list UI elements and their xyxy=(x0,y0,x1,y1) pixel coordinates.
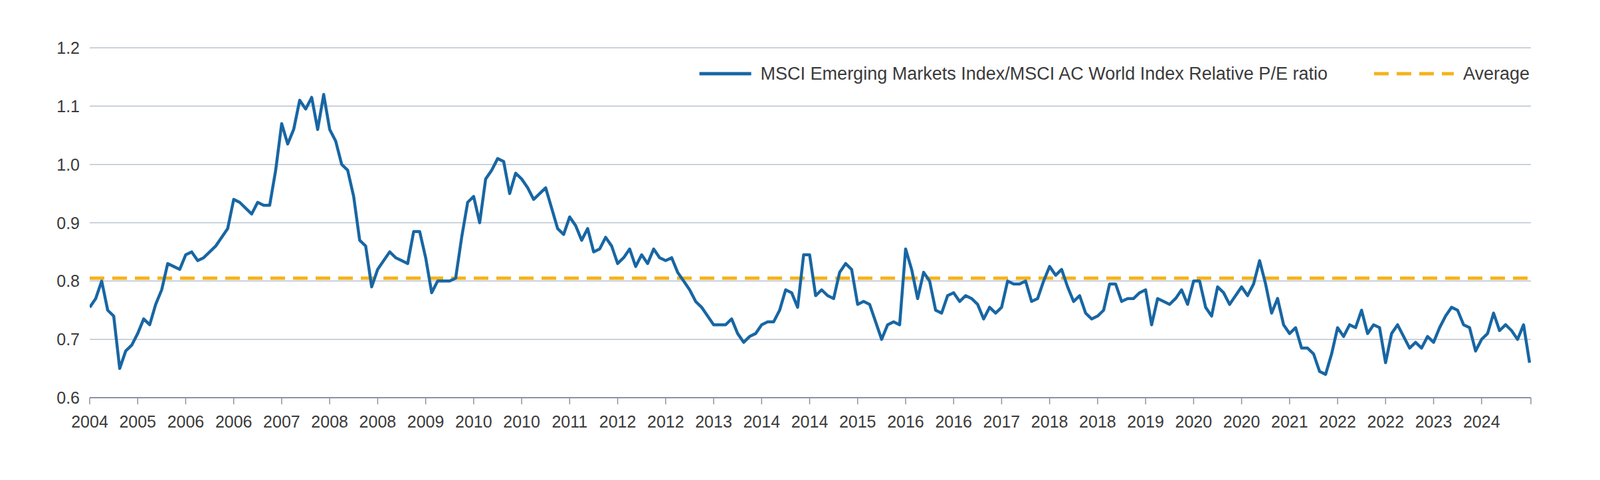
x-tick-label: 2012 xyxy=(599,412,637,432)
grid-line xyxy=(89,397,1531,399)
x-tick xyxy=(809,398,811,405)
legend-label: MSCI Emerging Markets Index/MSCI AC Worl… xyxy=(760,63,1328,84)
x-tick-label: 2018 xyxy=(1031,412,1069,432)
x-tick xyxy=(1336,398,1339,405)
x-tick xyxy=(89,398,91,405)
x-tick xyxy=(233,398,235,405)
x-tick-label: 2020 xyxy=(1223,412,1261,432)
x-tick xyxy=(1097,398,1099,405)
grid-line xyxy=(89,47,1531,49)
x-tick-label: 2023 xyxy=(1415,412,1453,432)
x-tick xyxy=(1049,398,1051,405)
x-tick xyxy=(952,398,955,405)
x-tick xyxy=(425,398,427,405)
x-tick xyxy=(1001,398,1003,405)
x-tick xyxy=(761,398,763,405)
x-tick-label: 2013 xyxy=(695,412,733,432)
x-tick-label: 2006 xyxy=(215,412,253,432)
x-tick-label: 2022 xyxy=(1318,412,1357,432)
x-tick-label: 2014 xyxy=(742,412,781,432)
x-tick xyxy=(185,398,187,405)
x-tick-label: 2021 xyxy=(1271,412,1309,432)
x-tick xyxy=(281,398,283,405)
legend-label: Average xyxy=(1463,63,1530,84)
x-tick xyxy=(712,398,715,405)
grid-line xyxy=(89,164,1531,166)
x-tick xyxy=(136,398,139,405)
x-tick-label: 2016 xyxy=(887,412,925,432)
x-tick xyxy=(904,398,907,405)
x-tick-label: 2012 xyxy=(647,412,685,432)
x-tick-label: 2022 xyxy=(1366,412,1404,432)
x-tick-end xyxy=(1530,398,1532,405)
x-tick-label: 2010 xyxy=(502,412,541,432)
y-tick-label: 0.7 xyxy=(56,330,80,349)
x-tick-label: 2014 xyxy=(791,412,829,432)
x-tick-label: 2017 xyxy=(983,412,1021,432)
x-tick-label: 2020 xyxy=(1175,412,1213,432)
y-tick-label: 0.8 xyxy=(56,271,80,291)
x-tick xyxy=(857,398,859,405)
x-axis xyxy=(89,397,1531,399)
y-tick-label: 1.1 xyxy=(56,97,80,116)
x-tick xyxy=(1144,398,1147,405)
x-tick xyxy=(1289,398,1291,405)
x-tick xyxy=(617,398,619,405)
y-tick-label: 0.6 xyxy=(56,388,80,408)
chart: 0.6 0.7 0.8 0.9 1.0 1.1 1.2 2004 2005 2006 2006 200… xyxy=(0,0,1600,480)
plot-area xyxy=(89,94,1531,375)
x-tick xyxy=(1193,398,1195,405)
grid-line xyxy=(89,222,1531,224)
x-tick-label: 2015 xyxy=(839,412,877,432)
x-tick-label: 2008 xyxy=(310,412,349,432)
y-tick-label: 1.0 xyxy=(56,155,80,175)
x-tick-label: 2004 xyxy=(71,412,109,432)
x-tick xyxy=(377,398,379,405)
grid-line xyxy=(89,338,1531,341)
average-line xyxy=(89,276,1531,280)
x-tick-label: 2016 xyxy=(934,412,973,432)
x-tick xyxy=(473,398,475,405)
x-tick xyxy=(1241,398,1243,405)
series-line xyxy=(89,94,1530,375)
x-tick xyxy=(569,398,571,405)
x-tick-label: 2008 xyxy=(359,412,397,432)
y-tick-label: 1.2 xyxy=(56,38,80,58)
grid-line xyxy=(89,281,1531,283)
x-tick xyxy=(1433,398,1435,405)
x-tick xyxy=(328,398,331,405)
legend-swatch xyxy=(1374,72,1454,76)
x-tick-label: 2011 xyxy=(551,412,588,432)
x-tick-label: 2024 xyxy=(1463,412,1501,432)
x-tick xyxy=(665,398,667,405)
x-tick-label: 2007 xyxy=(263,412,301,432)
legend: MSCI Emerging Markets Index/MSCI AC Worl… xyxy=(699,63,1530,84)
x-tick xyxy=(1481,398,1483,405)
x-tick-label: 2018 xyxy=(1079,412,1117,432)
x-tick-label: 2019 xyxy=(1126,412,1165,432)
y-tick-label: 0.9 xyxy=(56,213,80,233)
x-tick-label: 2006 xyxy=(167,412,205,432)
x-tick xyxy=(1385,398,1387,405)
x-tick-label: 2010 xyxy=(455,412,493,432)
x-tick-label: 2009 xyxy=(407,412,445,432)
x-tick-label: 2005 xyxy=(118,412,157,432)
x-tick xyxy=(520,398,523,405)
legend-swatch xyxy=(699,72,752,76)
